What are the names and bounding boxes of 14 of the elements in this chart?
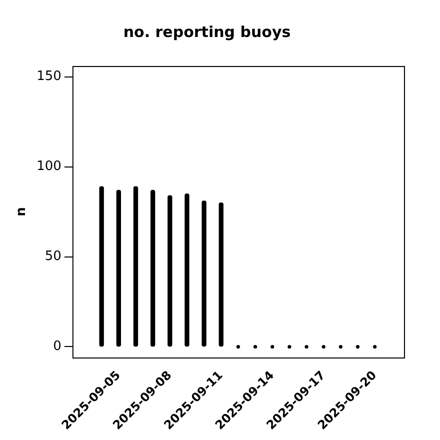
bar [150, 190, 156, 347]
y-tick-label: 100 [36, 159, 62, 174]
y-tick-label: 150 [36, 69, 62, 84]
bar [116, 190, 121, 347]
bar [218, 202, 224, 347]
bar [99, 186, 104, 347]
y-tick-label: 0 [53, 339, 62, 354]
bar [133, 186, 138, 347]
chart-title: no. reporting buoys [123, 22, 291, 41]
y-tick-label: 50 [44, 249, 62, 264]
bar [168, 195, 172, 347]
bar [184, 193, 190, 347]
y-axis-title: n [14, 207, 30, 216]
bar [202, 200, 206, 347]
